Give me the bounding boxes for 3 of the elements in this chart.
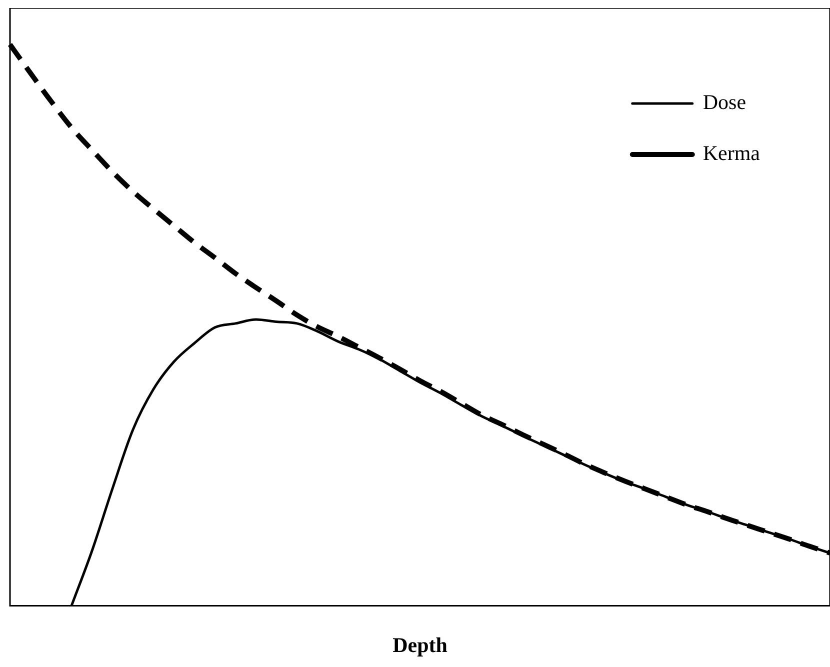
legend-label: Dose	[702, 90, 746, 114]
legend-label: Kerma	[702, 141, 761, 166]
x-axis-title: Depth	[392, 632, 448, 657]
